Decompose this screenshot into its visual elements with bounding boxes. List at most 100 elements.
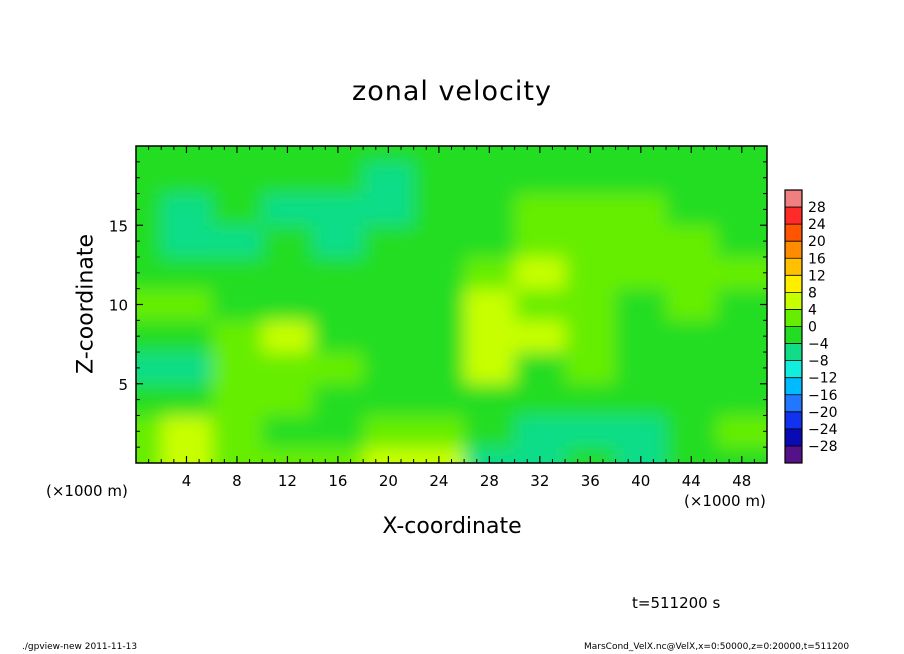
- field-cell: [136, 352, 162, 385]
- field-cell: [211, 415, 263, 448]
- field-cell: [565, 320, 617, 353]
- colorbar-swatch: [785, 428, 802, 447]
- field-cell: [615, 193, 667, 226]
- field-cell: [464, 146, 516, 163]
- field-cell: [754, 383, 767, 416]
- field-cell: [514, 288, 566, 321]
- x-unit-label-right: (×1000 m): [684, 492, 766, 510]
- field-cell: [754, 193, 767, 226]
- field-cell: [161, 352, 213, 385]
- x-tick-label: 8: [232, 472, 242, 490]
- colorbar-label: −4: [808, 337, 829, 353]
- field-cell: [716, 256, 755, 290]
- colorbar-label: −24: [808, 422, 838, 438]
- field-cell: [716, 288, 755, 321]
- field-cell: [514, 193, 566, 226]
- field-cell: [312, 256, 364, 290]
- colorbar-swatch: [785, 377, 802, 396]
- field-cell: [615, 146, 667, 163]
- field-cell: [161, 161, 213, 195]
- field-cell: [716, 320, 755, 353]
- field-cell: [211, 352, 263, 385]
- field-cell: [514, 256, 566, 290]
- x-tick-label: 44: [682, 472, 701, 490]
- x-tick-label: 36: [581, 472, 600, 490]
- field-cell: [413, 225, 465, 258]
- colorbar-label: 0: [808, 320, 817, 336]
- field-cell: [262, 193, 314, 226]
- field-cell: [666, 161, 718, 195]
- field-cell: [211, 193, 263, 226]
- field-cell: [161, 320, 213, 353]
- field-cell: [716, 447, 755, 463]
- field-cell: [413, 352, 465, 385]
- field-cell: [136, 415, 162, 448]
- field-cell: [666, 146, 718, 163]
- field-cell: [565, 383, 617, 416]
- footer-data-source: MarsCond_VelX.nc@VelX,x=0:50000,z=0:2000…: [584, 642, 850, 652]
- colorbar-label: 28: [808, 200, 826, 216]
- colorbar-label: −28: [808, 439, 838, 455]
- field-cell: [211, 383, 263, 416]
- field-cell: [136, 193, 162, 226]
- field-cell: [565, 225, 617, 258]
- field-cell: [464, 288, 516, 321]
- y-tick-label: 15: [109, 217, 128, 235]
- field-cell: [716, 225, 755, 258]
- field-cell: [363, 352, 415, 385]
- x-tick-label: 48: [732, 472, 751, 490]
- field-cell: [262, 256, 314, 290]
- field-cell: [514, 352, 566, 385]
- field-cell: [363, 383, 415, 416]
- field-cell: [666, 352, 718, 385]
- field-cell: [514, 415, 566, 448]
- field-cell: [211, 146, 263, 163]
- field-cell: [565, 288, 617, 321]
- field-cell: [666, 383, 718, 416]
- x-axis: 4 8 12 16 20 24 28 32 36 40 44 48: [148, 146, 755, 490]
- field-cell: [615, 288, 667, 321]
- field-cell: [211, 161, 263, 195]
- field-cell: [754, 161, 767, 195]
- field-cell: [312, 146, 364, 163]
- field-cell: [211, 320, 263, 353]
- colorbar-label: 4: [808, 302, 817, 318]
- field-cell: [413, 146, 465, 163]
- field-cell: [615, 352, 667, 385]
- x-tick-label: 16: [328, 472, 347, 490]
- field-cell: [514, 161, 566, 195]
- field-cell: [754, 415, 767, 448]
- chart-title: zonal velocity: [352, 76, 552, 107]
- field-cell: [136, 383, 162, 416]
- field-cell: [754, 352, 767, 385]
- colorbar-label: 8: [808, 285, 817, 301]
- field-cell: [754, 146, 767, 163]
- colorbar-swatch: [785, 411, 802, 430]
- field-cell: [161, 193, 213, 226]
- field-cell: [312, 193, 364, 226]
- field-cell: [312, 225, 364, 258]
- field-cell: [615, 161, 667, 195]
- field-cell: [363, 193, 415, 226]
- x-unit-label-left: (×1000 m): [46, 482, 128, 500]
- colorbar-swatch: [785, 445, 802, 464]
- colorbar-label: −12: [808, 371, 838, 387]
- field-cell: [312, 415, 364, 448]
- colorbar-swatch: [785, 190, 802, 208]
- field-cell: [413, 256, 465, 290]
- field-cell: [262, 320, 314, 353]
- colorbar-swatch: [785, 360, 802, 378]
- field-cell: [464, 320, 516, 353]
- x-axis-label: X-coordinate: [382, 514, 522, 539]
- field-cell: [716, 383, 755, 416]
- field-cell: [262, 225, 314, 258]
- field-cell: [754, 447, 767, 463]
- field-cell: [161, 415, 213, 448]
- field-cell: [615, 383, 667, 416]
- colorbar-swatch: [785, 394, 802, 413]
- field-cell: [211, 288, 263, 321]
- field-cell: [615, 256, 667, 290]
- field-cell: [615, 225, 667, 258]
- field-cell: [161, 225, 213, 258]
- field-cell: [363, 320, 415, 353]
